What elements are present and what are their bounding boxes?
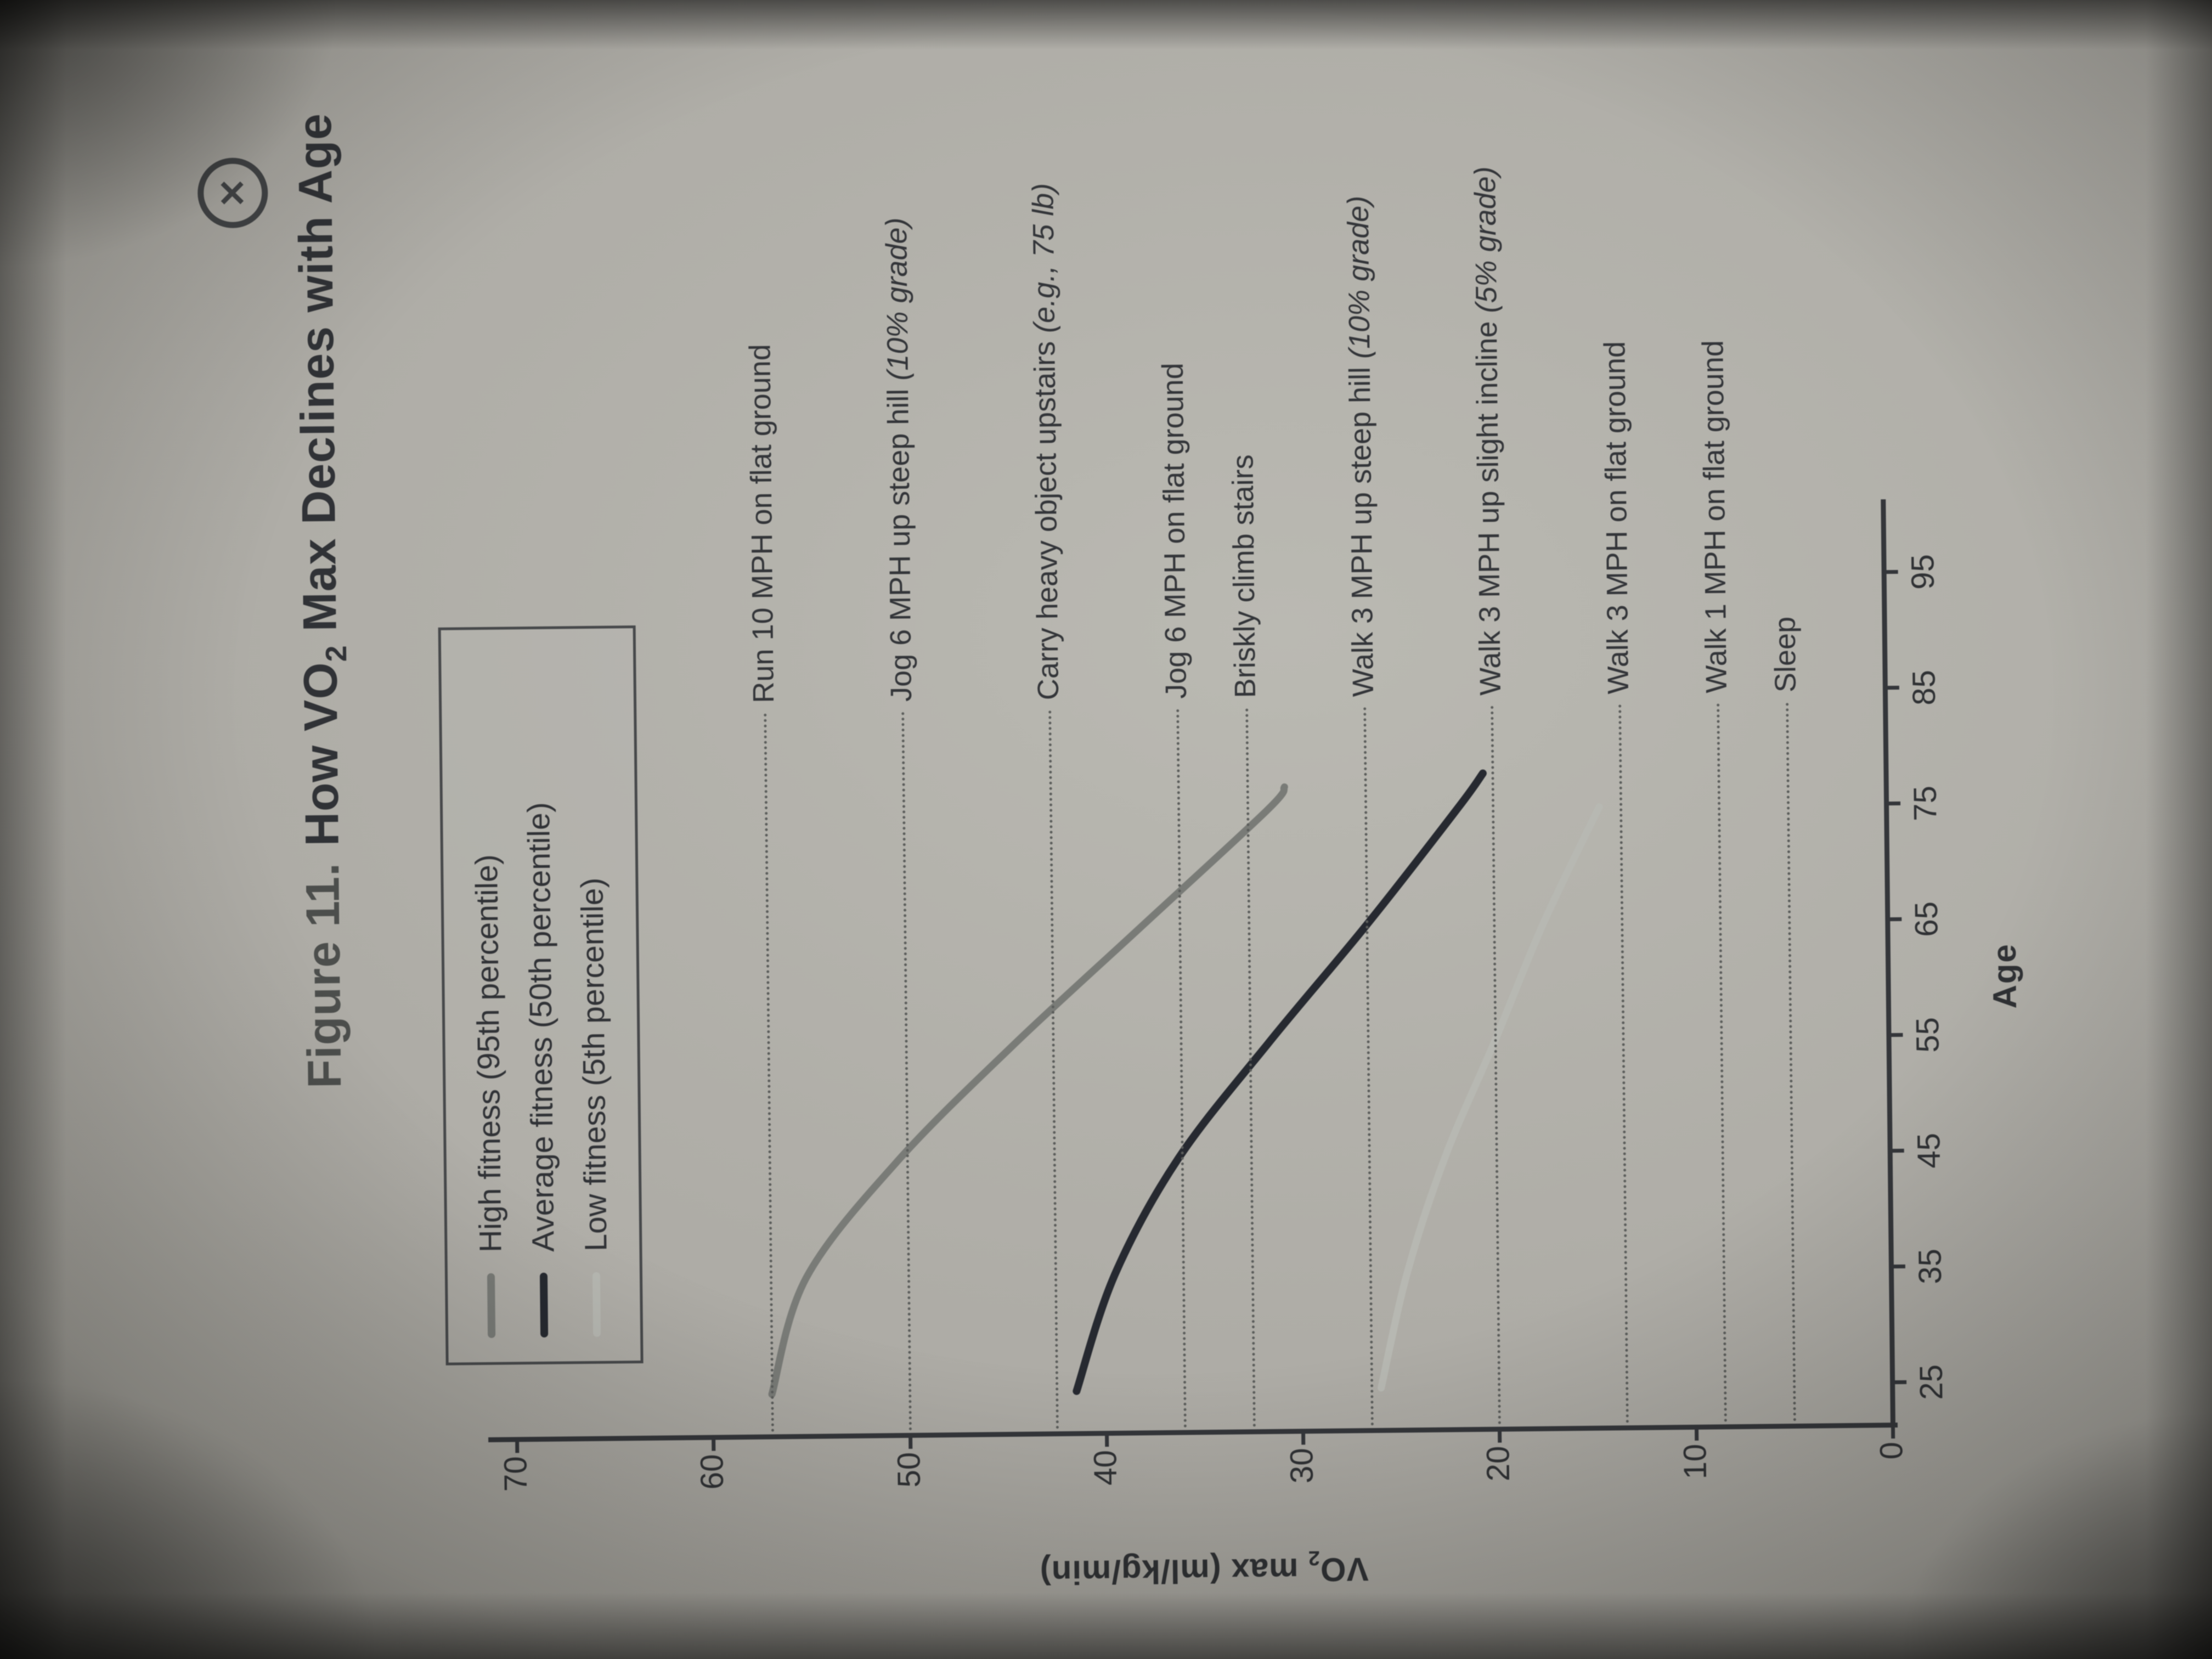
x-tick-mark [1886,569,1898,574]
fitness-curve-1 [1073,769,1487,1395]
y-tick-label: 50 [890,1452,927,1488]
x-tick-label: 95 [1905,554,1942,590]
activity-label: Briskly climb stairs [1226,454,1262,698]
y-tick-label: 10 [1677,1443,1713,1480]
x-tick-label: 45 [1911,1132,1948,1169]
activity-label: Walk 3 MPH up slight incline (5% grade) [1469,166,1508,696]
activity-label: Walk 1 MPH on flat ground [1696,340,1734,693]
y-tick-label: 20 [1480,1446,1517,1482]
y-tick-label: 30 [1284,1448,1321,1484]
activity-label: Carry heavy object upstairs (e.g., 75 lb… [1026,183,1065,701]
activity-label: Walk 3 MPH up steep hill (10% grade) [1341,195,1380,697]
activity-label: Sleep [1768,616,1802,693]
y-tick-label: 0 [1874,1441,1910,1460]
y-tick-label: 40 [1087,1449,1124,1486]
y-tick-mark [1891,1427,1895,1439]
x-tick-mark [1894,1380,1907,1385]
x-tick-label: 25 [1913,1364,1950,1400]
y-tick-label: 70 [498,1456,534,1492]
x-tick-label: 65 [1908,901,1945,938]
x-tick-mark [1892,1148,1904,1153]
x-tick-mark [1888,801,1901,806]
x-tick-mark [1887,685,1899,690]
y-tick-mark [712,1440,716,1451]
y-tick-mark [908,1437,912,1449]
activity-label: Run 10 MPH on flat ground [743,343,780,703]
fitness-curve-0 [768,783,1288,1398]
x-tick-label: 85 [1906,669,1943,706]
x-tick-label: 35 [1912,1248,1949,1284]
y-tick-mark [1104,1436,1109,1447]
x-axis-title: Age [1985,943,2024,1009]
fitness-curve-2 [1378,803,1603,1392]
y-tick-mark [1301,1434,1306,1445]
activity-label: Jog 6 MPH up steep hill (10% grade) [879,217,918,702]
y-tick-mark [1498,1431,1502,1443]
x-tick-label: 55 [1910,1017,1946,1053]
activity-label: Walk 3 MPH on flat ground [1598,341,1635,695]
y-tick-label: 60 [694,1454,731,1490]
x-tick-label: 75 [1907,785,1944,822]
x-tick-mark [1893,1264,1905,1269]
x-tick-mark [1891,1032,1903,1037]
activity-label: Jog 6 MPH on flat ground [1156,363,1193,699]
y-tick-mark [515,1442,520,1453]
x-tick-mark [1889,917,1902,922]
y-tick-mark [1694,1429,1699,1441]
